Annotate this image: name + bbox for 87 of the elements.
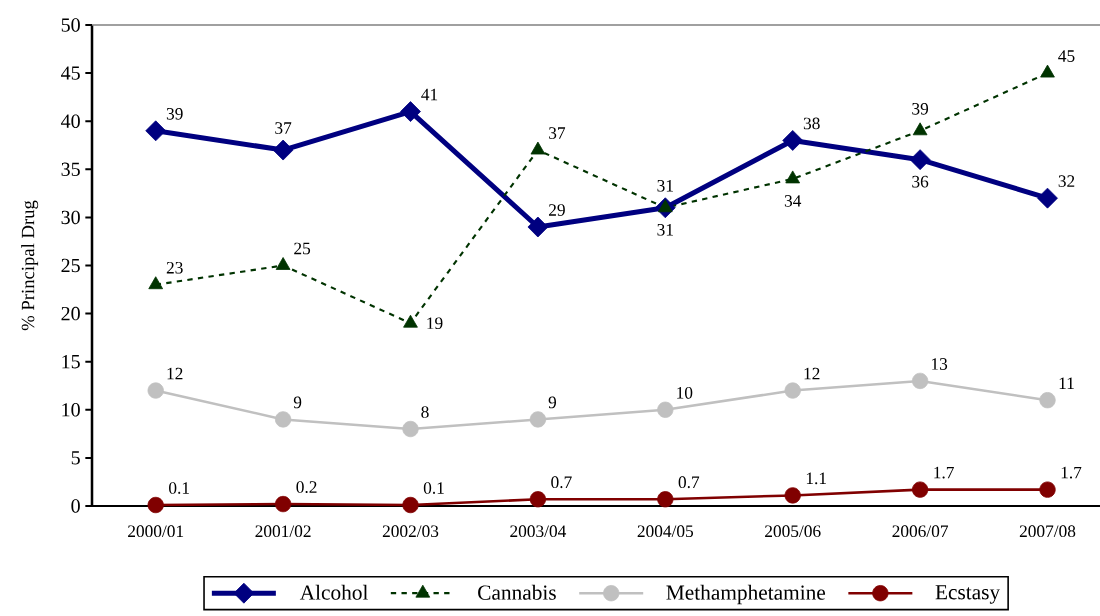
y-tick-label: 20 xyxy=(61,306,80,321)
point xyxy=(1039,392,1056,409)
data-label: 1.7 xyxy=(1061,466,1082,479)
data-label: 23 xyxy=(166,261,183,274)
point xyxy=(527,216,549,238)
point xyxy=(147,496,164,514)
data-label: 45 xyxy=(1058,50,1075,62)
data-label: 31 xyxy=(657,179,673,192)
point xyxy=(784,382,801,399)
legend-label: Methamphetamine xyxy=(666,584,826,605)
y-tick-label: 5 xyxy=(71,451,80,465)
point xyxy=(785,170,801,184)
point xyxy=(145,120,167,142)
point xyxy=(1037,187,1058,209)
x-tick-label: 2004/05 xyxy=(637,525,694,538)
point xyxy=(148,276,164,290)
x-tick-label: 2003/04 xyxy=(510,525,567,538)
point xyxy=(403,314,418,328)
data-label: 25 xyxy=(294,242,311,255)
point xyxy=(400,101,421,122)
x-tick-label: 2007/08 xyxy=(1019,525,1076,538)
point xyxy=(530,141,546,155)
x-tick-label: 2001/02 xyxy=(255,525,311,538)
data-label: 36 xyxy=(912,175,929,188)
point xyxy=(1039,481,1056,498)
point xyxy=(912,122,928,136)
point xyxy=(529,491,547,508)
data-label: 41 xyxy=(421,88,438,101)
data-label: 37 xyxy=(549,127,566,139)
x-tick-label: 2006/07 xyxy=(892,525,949,538)
point xyxy=(1040,64,1055,78)
data-label: 0.1 xyxy=(423,482,444,494)
data-label: 8 xyxy=(421,406,429,418)
y-axis-title: % Principal Drug xyxy=(21,200,39,331)
data-label: 9 xyxy=(293,396,302,409)
data-label: 34 xyxy=(784,195,802,207)
legend-label: Ecstasy xyxy=(935,585,1001,604)
x-tick-label: 2005/06 xyxy=(765,525,821,538)
point xyxy=(784,487,801,504)
y-tick-label: 25 xyxy=(61,258,80,273)
data-label: 19 xyxy=(427,317,443,330)
point xyxy=(657,401,674,418)
data-label: 0.1 xyxy=(169,482,189,494)
point xyxy=(909,149,931,171)
data-label: 1.1 xyxy=(806,472,827,485)
point xyxy=(402,496,419,514)
y-tick-label: 0 xyxy=(71,499,80,513)
data-label: 39 xyxy=(166,107,183,120)
point xyxy=(529,411,547,428)
point xyxy=(147,382,164,399)
point xyxy=(274,411,292,428)
data-label: 10 xyxy=(677,386,693,399)
point xyxy=(782,130,804,151)
data-label: 32 xyxy=(1058,175,1075,187)
legend-label: Cannabis xyxy=(478,584,556,600)
point xyxy=(911,481,929,498)
point xyxy=(275,257,291,270)
data-label: 13 xyxy=(931,358,948,370)
data-label: 37 xyxy=(275,122,292,134)
y-tick-label: 40 xyxy=(61,114,80,128)
point xyxy=(657,199,673,213)
point xyxy=(272,139,294,161)
point xyxy=(402,420,419,438)
data-label: 12 xyxy=(804,367,820,380)
y-tick-label: 45 xyxy=(61,66,80,80)
x-tick-label: 2002/03 xyxy=(382,525,439,538)
data-label: 0.7 xyxy=(678,476,700,489)
y-tick-label: 50 xyxy=(61,18,80,32)
data-label: 11 xyxy=(1059,377,1074,389)
data-label: 31 xyxy=(657,223,673,236)
y-tick-label: 10 xyxy=(62,403,80,417)
y-tick-label: 35 xyxy=(61,162,80,176)
data-label: 0.2 xyxy=(296,481,317,493)
y-tick-label: 15 xyxy=(62,355,80,369)
point xyxy=(911,372,929,390)
point xyxy=(274,495,292,513)
data-label: 39 xyxy=(912,102,929,115)
data-label: 0.7 xyxy=(551,476,572,489)
data-label: 12 xyxy=(167,367,183,380)
data-label: 38 xyxy=(803,117,820,130)
legend-label: Alcohol xyxy=(299,584,368,600)
data-label: 29 xyxy=(548,204,565,216)
data-label: 9 xyxy=(548,396,557,409)
x-tick-label: 2000/01 xyxy=(128,525,184,538)
point xyxy=(657,491,674,508)
y-tick-label: 30 xyxy=(61,210,80,225)
data-label: 1.7 xyxy=(934,466,954,479)
